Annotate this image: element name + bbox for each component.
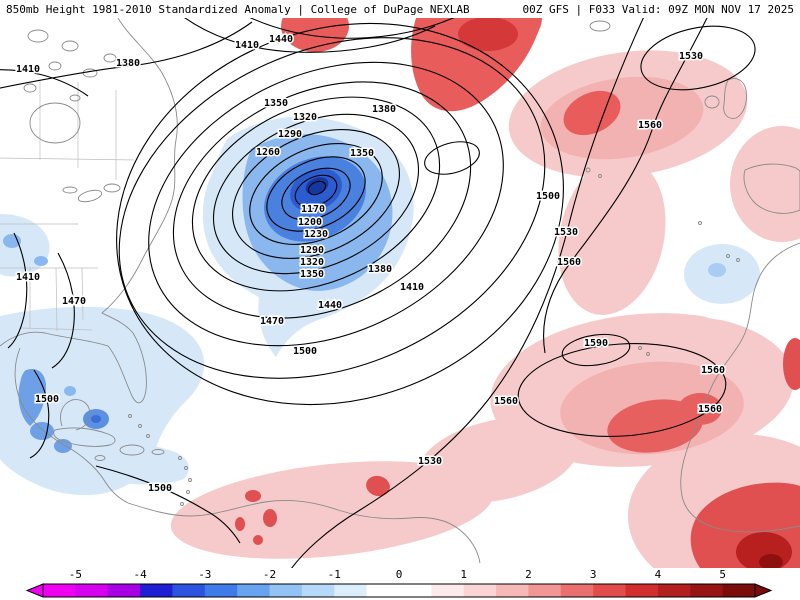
colorbar-segment [431,584,465,597]
positive-anomaly-shading-layer [170,18,800,568]
contour-label: 1560 [557,257,581,268]
contour-label: 1200 [298,217,322,228]
contour-label: 1320 [293,112,317,123]
contour-label: 1350 [300,269,324,280]
colorbar-segment [625,584,659,597]
contour-label: 1320 [300,257,324,268]
model-valid-info: 00Z GFS | F033 Valid: 09Z MON NOV 17 202… [522,2,794,16]
contour-label: 1530 [679,51,703,62]
contour-label: 1440 [318,300,342,311]
contour-label: 1380 [368,264,392,275]
colorbar-tick-label: -5 [68,568,82,581]
colorbar-segment [528,584,562,597]
contour-label: 1380 [116,58,140,69]
contour-label: 1410 [235,40,259,51]
colorbar-segment [204,584,238,597]
negative-anomaly-shading-layer [0,116,760,496]
colorbar-segment [140,584,173,597]
colorbar-arrow-left [25,583,44,598]
colorbar-tick-label: -4 [133,568,147,581]
colorbar-tick-label: 3 [589,568,597,581]
contour-lines-layer [0,18,756,568]
colorbar-segment [172,584,206,597]
contour-label: 1470 [62,296,86,307]
colorbar-tick-label: -1 [327,568,341,581]
colorbar-tick-label: 2 [525,568,532,581]
contour-label: 1500 [35,394,59,405]
contour-labels-layer: 1410138014101440135013201290126013801350… [14,33,726,496]
colorbar-tick-label: -3 [198,568,212,581]
colorbar-segment [75,584,109,597]
border-lines-layer [0,80,135,332]
colorbar-svg [25,583,773,598]
colorbar: -5 -4 -3 -2 -1 0 1 2 3 4 5 [0,568,800,600]
map-area: 1410 1380 1410 1440 1350 1320 1290 1260 1380 1350… [0,18,800,568]
colorbar-segment [301,584,335,597]
contour-label: 1560 [638,120,662,131]
colorbar-segment [269,584,303,597]
colorbar-segment [107,584,141,597]
titlebar: 850mb Height 1981-2010 Standardized Anom… [0,0,800,18]
colorbar-segment [560,584,594,597]
map-title: 850mb Height 1981-2010 Standardized Anom… [6,2,470,16]
weather-map-svg: 1410138014101440135013201290126013801350… [0,18,800,568]
contour-label: 1290 [278,129,302,140]
contour-label: 1500 [148,483,172,494]
contour-label: 1530 [554,227,578,238]
contour-label: 1410 [400,282,424,293]
contour-label: 1500 [536,191,560,202]
contour-label: 1470 [260,316,284,327]
contour-label: 1230 [304,229,328,240]
colorbar-tick-label: -2 [262,568,277,581]
contour-label: 1290 [300,245,324,256]
contour-label: 1410 [16,64,40,75]
contour-label: 1410 [16,272,40,283]
colorbar-segment [366,584,400,597]
colorbar-segment [399,584,432,597]
colorbar-segment [593,584,627,597]
colorbar-arrow-right [754,583,773,598]
colorbar-segment [722,584,756,597]
colorbar-segment [43,584,76,597]
contour-label: 1590 [584,338,608,349]
colorbar-segment [334,584,368,597]
contour-label: 1350 [350,148,374,159]
colorbar-segment [496,584,529,597]
colorbar-tick-row: -5 -4 -3 -2 -1 0 1 2 3 4 5 [0,568,800,582]
colorbar-segment [690,584,724,597]
contour-label: 1530 [418,456,442,467]
colorbar-segment [657,584,691,597]
colorbar-tick-label: 4 [654,568,662,581]
contour-label: 1500 [293,346,317,357]
contour-label: 1560 [494,396,518,407]
contour-label: 1260 [256,147,280,158]
colorbar-tick-label: 1 [460,568,468,581]
colorbar-segment [463,584,497,597]
contour-label: 1350 [264,98,288,109]
contour-label: 1560 [701,365,725,376]
colorbar-tick-label: 5 [719,568,726,581]
colorbar-tick-label: 0 [395,568,403,581]
contour-label: 1380 [372,104,396,115]
contour-label: 1440 [269,34,293,45]
contour-label: 1560 [698,404,722,415]
contour-label: 1170 [301,204,325,215]
colorbar-segment [237,584,271,597]
